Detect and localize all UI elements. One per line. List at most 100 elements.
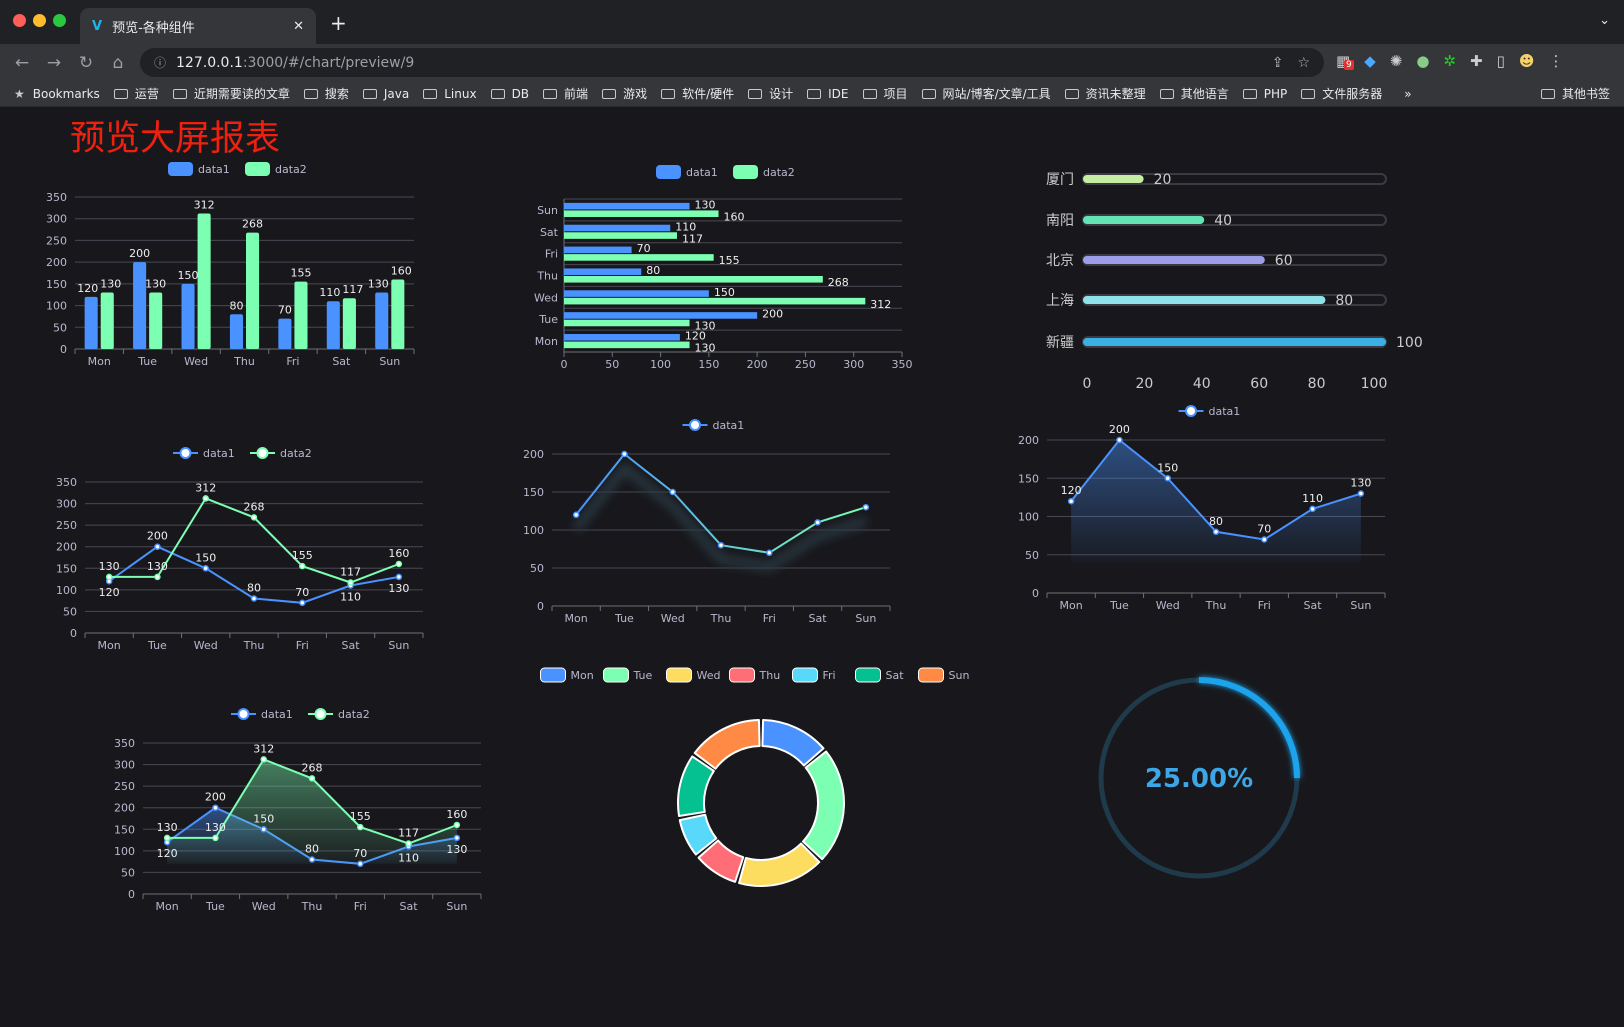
point-data1-Fri[interactable] bbox=[357, 860, 364, 868]
bar-data2-Sat[interactable] bbox=[342, 298, 356, 349]
close-window-button[interactable] bbox=[13, 14, 26, 27]
extension-icon[interactable]: ● bbox=[1416, 52, 1430, 70]
point-data1-Wed[interactable] bbox=[669, 488, 676, 496]
point-data2-Mon[interactable] bbox=[105, 573, 113, 581]
bookmarks-star-item[interactable]: ★ Bookmarks bbox=[14, 87, 100, 101]
point-data1-Tue[interactable] bbox=[1116, 436, 1123, 444]
legend-item-Mon[interactable]: Mon bbox=[540, 667, 594, 683]
point-data2-Tue[interactable] bbox=[154, 573, 161, 581]
bar-data1-Sun[interactable] bbox=[564, 202, 690, 210]
bookmark-folder[interactable]: 运营 bbox=[113, 85, 159, 102]
point-data1-Tue[interactable] bbox=[154, 543, 161, 550]
bar-data1-Wed[interactable] bbox=[181, 283, 195, 349]
point-data1-Sun[interactable] bbox=[453, 834, 461, 842]
reload-icon[interactable]: ↻ bbox=[78, 52, 94, 73]
point-data2-Wed[interactable] bbox=[202, 495, 209, 502]
bookmark-star-icon[interactable]: ☆ bbox=[1297, 54, 1310, 71]
bookmark-folder[interactable]: PHP bbox=[1242, 87, 1287, 101]
point-data1-Fri[interactable] bbox=[299, 599, 306, 607]
bookmark-folder[interactable]: Java bbox=[362, 87, 409, 101]
bookmark-folder[interactable]: IDE bbox=[807, 87, 849, 101]
bar-data1-Fri[interactable] bbox=[564, 246, 632, 254]
bookmark-folder[interactable]: 软件/硬件 bbox=[661, 85, 734, 102]
bookmark-folder[interactable]: 项目 bbox=[862, 85, 908, 102]
bar-data1-Mon[interactable] bbox=[84, 296, 98, 349]
bar-data1-Thu[interactable] bbox=[229, 314, 243, 349]
point-data2-Tue[interactable] bbox=[212, 834, 219, 842]
extension-icon[interactable]: ✺ bbox=[1389, 52, 1403, 70]
bookmark-folder[interactable]: DB bbox=[490, 87, 529, 101]
bar-data1-Mon[interactable] bbox=[564, 334, 680, 341]
browser-tab[interactable]: V 预览-各种组件 ✕ bbox=[80, 8, 316, 44]
legend-item-data1[interactable]: data1 bbox=[682, 419, 745, 432]
bar-data2-Sat[interactable] bbox=[564, 232, 677, 239]
menu-icon[interactable]: ⋮ bbox=[1548, 52, 1564, 70]
bar-data2-Thu[interactable] bbox=[246, 232, 260, 349]
legend-item-Fri[interactable]: Fri bbox=[792, 667, 836, 683]
point-data1-Sun[interactable] bbox=[1357, 490, 1365, 497]
point-data2-Fri[interactable] bbox=[357, 823, 364, 831]
point-data1-Tue[interactable] bbox=[621, 450, 628, 458]
point-data1-Mon[interactable] bbox=[1067, 497, 1075, 505]
legend-item-data1[interactable]: data1 bbox=[1178, 405, 1241, 418]
tab-search-chevron-icon[interactable]: ⌄ bbox=[1599, 13, 1610, 28]
legend-item-data1[interactable]: data1 bbox=[656, 165, 718, 179]
donut-slice-Sun[interactable] bbox=[693, 719, 761, 770]
point-data1-Tue[interactable] bbox=[212, 804, 219, 811]
bar-data2-Wed[interactable] bbox=[197, 213, 211, 349]
bar-data2-Tue[interactable] bbox=[149, 292, 163, 349]
bar-data2-Mon[interactable] bbox=[100, 292, 114, 349]
bookmark-folder[interactable]: 搜索 bbox=[303, 85, 349, 102]
home-icon[interactable]: ⌂ bbox=[112, 52, 124, 73]
bar-data1-Sat[interactable] bbox=[564, 224, 671, 232]
donut-slice-Wed[interactable] bbox=[738, 842, 821, 887]
point-data1-Thu[interactable] bbox=[1212, 528, 1220, 536]
avatar[interactable]: ☻ bbox=[1518, 52, 1535, 70]
point-data1-Thu[interactable] bbox=[717, 541, 725, 549]
maximize-window-button[interactable] bbox=[53, 14, 66, 27]
bar-data1-Thu[interactable] bbox=[564, 268, 642, 275]
bar-data2-Tue[interactable] bbox=[564, 319, 690, 327]
bookmark-folder[interactable]: 设计 bbox=[748, 85, 793, 102]
share-icon[interactable]: ⇪ bbox=[1271, 54, 1284, 71]
donut-slice-Fri[interactable] bbox=[678, 813, 718, 856]
point-data2-Mon[interactable] bbox=[163, 834, 171, 842]
donut-slice-Thu[interactable] bbox=[697, 839, 745, 883]
bar-data2-Fri[interactable] bbox=[294, 281, 308, 349]
bar-data2-Sun[interactable] bbox=[564, 210, 719, 217]
point-data1-Sun[interactable] bbox=[395, 573, 403, 581]
point-data2-Wed[interactable] bbox=[260, 756, 267, 763]
legend-item-data2[interactable]: data2 bbox=[308, 708, 370, 721]
point-data1-Fri[interactable] bbox=[1261, 536, 1268, 543]
point-data2-Thu[interactable] bbox=[308, 775, 316, 782]
bar-data1-Sat[interactable] bbox=[326, 301, 340, 349]
bar-data2-Sun[interactable] bbox=[391, 279, 405, 349]
puzzle-icon[interactable]: ✚ bbox=[1469, 52, 1483, 70]
point-data1-Fri[interactable] bbox=[766, 549, 773, 557]
point-data2-Sun[interactable] bbox=[453, 821, 461, 829]
bar-data1-Sun[interactable] bbox=[375, 292, 389, 349]
point-data2-Fri[interactable] bbox=[299, 562, 306, 570]
donut-slice-Sat[interactable] bbox=[677, 755, 715, 818]
bar-data1-Tue[interactable] bbox=[133, 262, 147, 349]
point-data2-Thu[interactable] bbox=[250, 514, 258, 521]
point-data1-Wed[interactable] bbox=[1164, 475, 1171, 482]
legend-item-data1[interactable]: data1 bbox=[231, 708, 293, 721]
point-data1-Thu[interactable] bbox=[250, 595, 258, 602]
point-data2-Sat[interactable] bbox=[405, 840, 412, 847]
point-data1-Thu[interactable] bbox=[308, 856, 316, 863]
other-bookmarks-folder[interactable]: 其他书签 bbox=[1540, 85, 1610, 102]
bar-data2-Fri[interactable] bbox=[564, 254, 714, 261]
bookmark-folder[interactable]: 其他语言 bbox=[1159, 85, 1229, 102]
point-data1-Sat[interactable] bbox=[814, 519, 821, 526]
point-data1-Sun[interactable] bbox=[862, 503, 870, 511]
extension-icon[interactable]: ▦9 bbox=[1336, 52, 1354, 70]
diamond-extension-icon[interactable]: ◆ bbox=[1364, 52, 1376, 70]
bookmark-folder[interactable]: 游戏 bbox=[602, 85, 647, 102]
donut-slice-Mon[interactable] bbox=[761, 719, 825, 767]
legend-item-data1[interactable]: data1 bbox=[173, 447, 235, 460]
legend-item-Thu[interactable]: Thu bbox=[729, 667, 781, 683]
legend-item-data2[interactable]: data2 bbox=[733, 165, 795, 179]
point-data1-Wed[interactable] bbox=[260, 826, 267, 833]
bookmark-folder[interactable]: 近期需要读的文章 bbox=[172, 85, 290, 102]
